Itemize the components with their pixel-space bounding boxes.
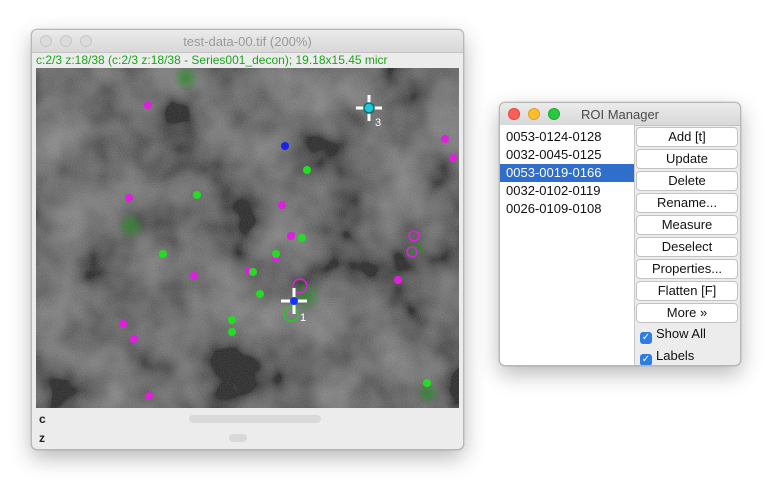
roi-marker-1-label: 1 xyxy=(300,312,306,324)
detected-spot xyxy=(449,154,457,162)
detected-spot xyxy=(423,379,431,387)
measure-button[interactable]: Measure xyxy=(636,215,738,235)
image-window[interactable]: test-data-00.tif (200%) c:2/3 z:18/38 (c… xyxy=(31,29,464,450)
close-button[interactable] xyxy=(40,35,52,47)
show-all-checkbox[interactable]: ✓ Show All xyxy=(640,325,706,344)
labels-label: Labels xyxy=(656,348,695,363)
flatten-button[interactable]: Flatten [F] xyxy=(636,281,738,301)
detected-spot xyxy=(119,320,127,328)
spot-ring xyxy=(408,230,420,242)
detected-spot xyxy=(190,272,198,280)
detected-spot xyxy=(278,201,286,209)
detected-spot xyxy=(193,191,201,199)
detected-spot xyxy=(144,101,152,109)
show-all-label: Show All xyxy=(656,326,706,341)
image-info-bar: c:2/3 z:18/38 (c:2/3 z:18/38 - Series001… xyxy=(32,53,463,68)
detected-spot xyxy=(256,290,264,298)
image-window-titlebar[interactable]: test-data-00.tif (200%) xyxy=(32,30,463,53)
roi-manager-title: ROI Manager xyxy=(580,107,660,122)
microscopy-image: 3 1 xyxy=(36,68,459,408)
roi-marker-3-label: 3 xyxy=(375,117,381,129)
minimize-button[interactable] xyxy=(528,108,540,120)
roi-list-item[interactable]: 0032-0045-0125 xyxy=(506,147,602,162)
image-window-title: test-data-00.tif (200%) xyxy=(183,34,312,49)
update-button[interactable]: Update xyxy=(636,149,738,169)
roi-marker-3[interactable]: 3 xyxy=(356,95,382,129)
close-button[interactable] xyxy=(508,108,520,120)
detected-spot xyxy=(298,234,306,242)
deselect-button[interactable]: Deselect xyxy=(636,237,738,257)
z-slider-label: z xyxy=(39,431,45,445)
detected-spot xyxy=(228,328,236,336)
channel-slider[interactable]: c xyxy=(36,410,459,428)
minimize-button[interactable] xyxy=(60,35,72,47)
roi-manager-window[interactable]: ROI Manager 0053-0124-0128 0032-0045-012… xyxy=(499,102,741,366)
checkmark-icon: ✓ xyxy=(640,332,652,344)
detected-spot xyxy=(441,135,449,143)
detected-spot xyxy=(159,250,167,258)
detected-spot xyxy=(130,335,138,343)
detected-spot xyxy=(303,166,311,174)
channel-slider-thumb[interactable] xyxy=(189,415,321,423)
detected-spot xyxy=(281,142,289,150)
detected-spot xyxy=(287,232,295,240)
delete-button[interactable]: Delete xyxy=(636,171,738,191)
z-slider[interactable]: z xyxy=(36,429,459,447)
roi-marker-1[interactable]: 1 xyxy=(281,278,308,324)
add-button[interactable]: Add [t] xyxy=(636,127,738,147)
detected-spot xyxy=(228,316,236,324)
roi-list[interactable]: 0053-0124-0128 0032-0045-0125 0053-0019-… xyxy=(500,125,635,365)
z-slider-thumb[interactable] xyxy=(229,434,247,442)
rename-button[interactable]: Rename... xyxy=(636,193,738,213)
roi-manager-titlebar[interactable]: ROI Manager xyxy=(500,103,740,126)
image-canvas[interactable]: 3 1 xyxy=(36,68,459,408)
more-button[interactable]: More » xyxy=(636,303,738,323)
detected-spot xyxy=(272,250,280,258)
zoom-button[interactable] xyxy=(548,108,560,120)
roi-list-item[interactable]: 0053-0124-0128 xyxy=(506,129,602,144)
checkmark-icon: ✓ xyxy=(640,354,652,365)
properties-button[interactable]: Properties... xyxy=(636,259,738,279)
roi-list-item-selected[interactable]: 0053-0019-0166 xyxy=(500,164,634,182)
roi-list-item[interactable]: 0026-0109-0108 xyxy=(506,201,602,216)
labels-checkbox[interactable]: ✓ Labels xyxy=(640,347,694,365)
channel-slider-label: c xyxy=(39,412,46,426)
spot-ring xyxy=(406,246,418,258)
detected-spot xyxy=(145,392,153,400)
roi-list-item[interactable]: 0032-0102-0119 xyxy=(506,183,601,198)
detected-spot xyxy=(249,268,257,276)
detected-spot xyxy=(125,194,133,202)
zoom-button[interactable] xyxy=(80,35,92,47)
detected-spot xyxy=(394,276,402,284)
